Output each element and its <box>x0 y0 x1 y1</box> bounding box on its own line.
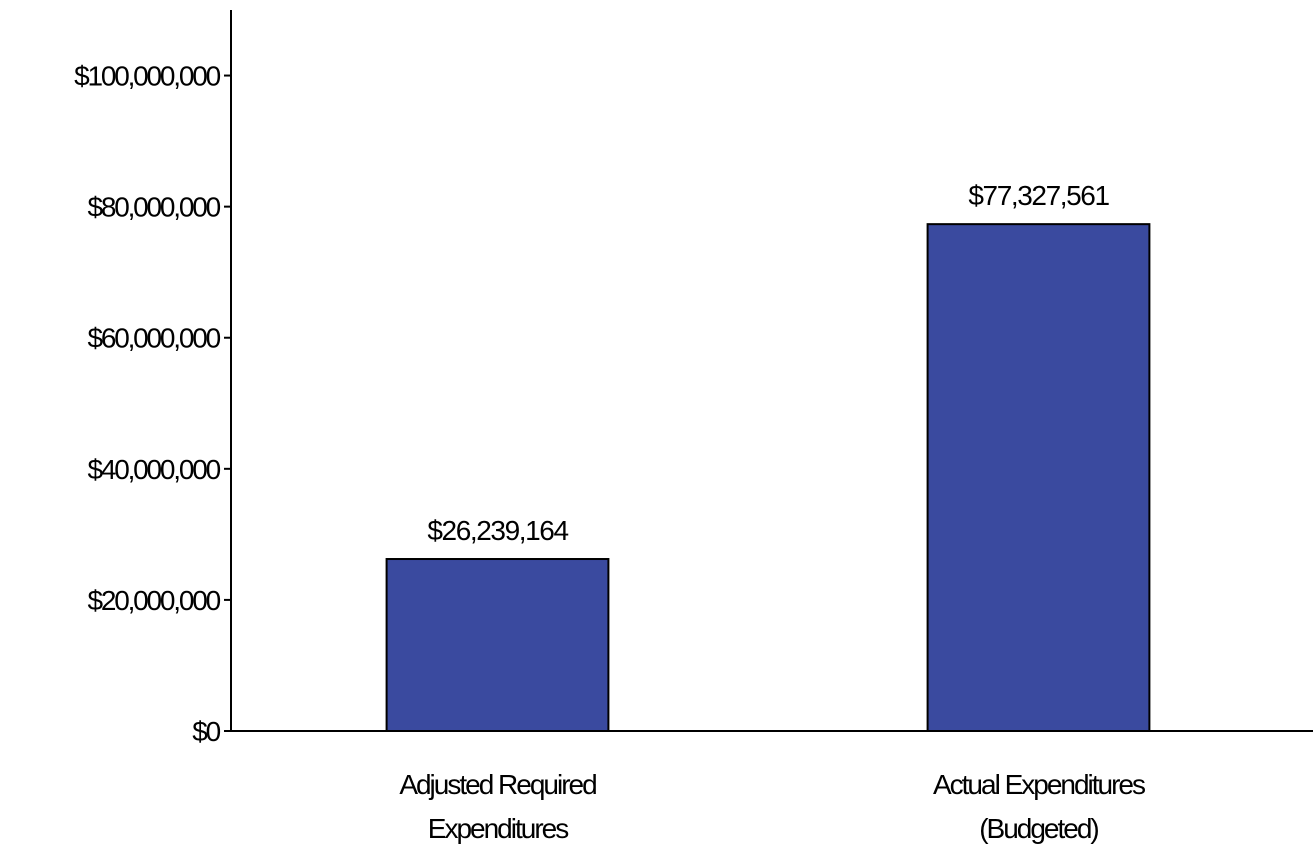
category-label: Expenditures <box>428 813 568 844</box>
data-labels: $26,239,164 $77,327,561 <box>427 180 1111 546</box>
bar <box>385 558 610 733</box>
y-tick-label: $60,000,000 <box>87 323 220 354</box>
bars <box>385 223 1151 733</box>
category-label: Actual Expenditures <box>933 769 1145 800</box>
data-label: $77,327,561 <box>968 180 1109 211</box>
bar <box>926 223 1151 732</box>
category-label: (Budgeted) <box>979 813 1098 844</box>
y-tick-label: $0 <box>192 716 220 747</box>
y-axis-ticks: $0 $20,000,000 $40,000,000 $60,000,000 $80,0… <box>74 61 231 747</box>
y-tick-label: $20,000,000 <box>87 585 220 616</box>
y-tick-label: $100,000,000 <box>74 61 221 92</box>
category-labels: Adjusted Required Expenditures Actual Expe… <box>399 769 1147 844</box>
y-tick-label: $80,000,000 <box>87 192 220 223</box>
category-label: Adjusted Required <box>399 769 596 800</box>
y-tick-label: $40,000,000 <box>87 454 220 485</box>
data-label: $26,239,164 <box>427 515 568 546</box>
